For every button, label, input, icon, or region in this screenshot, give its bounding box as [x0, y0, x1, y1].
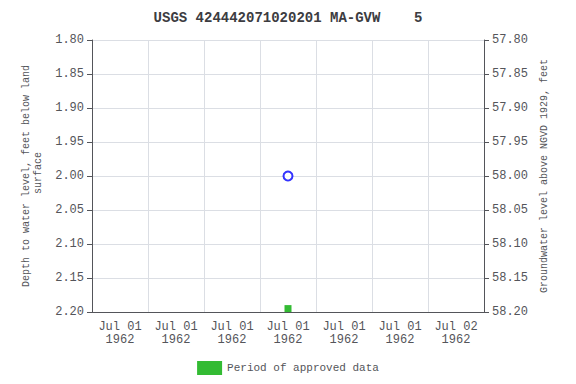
svg-text:Period of approved data: Period of approved data [227, 362, 379, 374]
svg-text:58.20: 58.20 [492, 305, 528, 319]
svg-text:57.85: 57.85 [492, 67, 528, 81]
svg-text:Jul 01: Jul 01 [154, 320, 197, 334]
svg-text:58.10: 58.10 [492, 237, 528, 251]
svg-text:1.80: 1.80 [55, 33, 84, 47]
svg-text:57.90: 57.90 [492, 101, 528, 115]
svg-text:Jul 01: Jul 01 [266, 320, 309, 334]
svg-text:57.95: 57.95 [492, 135, 528, 149]
svg-text:1962: 1962 [330, 333, 359, 347]
svg-text:2.20: 2.20 [55, 305, 84, 319]
svg-text:1962: 1962 [218, 333, 247, 347]
svg-text:2.05: 2.05 [55, 203, 84, 217]
svg-text:1962: 1962 [274, 333, 303, 347]
svg-text:Jul 01: Jul 01 [210, 320, 253, 334]
svg-text:2.00: 2.00 [55, 169, 84, 183]
svg-text:Jul 01: Jul 01 [378, 320, 421, 334]
svg-text:58.15: 58.15 [492, 271, 528, 285]
svg-text:1.95: 1.95 [55, 135, 84, 149]
svg-text:Groundwater level above NGVD 1: Groundwater level above NGVD 1929, feet [539, 59, 550, 293]
svg-text:1962: 1962 [162, 333, 191, 347]
svg-text:surface: surface [33, 152, 44, 200]
svg-text:1962: 1962 [106, 333, 135, 347]
svg-text:2.10: 2.10 [55, 237, 84, 251]
svg-text:58.05: 58.05 [492, 203, 528, 217]
svg-text:1.85: 1.85 [55, 67, 84, 81]
svg-text:Jul 01: Jul 01 [98, 320, 141, 334]
svg-text:Jul 01: Jul 01 [322, 320, 365, 334]
svg-text:USGS 424442071020201 MA-GVW: USGS 424442071020201 MA-GVW 5 [154, 10, 423, 26]
svg-text:58.00: 58.00 [492, 169, 528, 183]
svg-text:2.15: 2.15 [55, 271, 84, 285]
svg-text:1962: 1962 [386, 333, 415, 347]
svg-text:Jul 02: Jul 02 [434, 320, 477, 334]
svg-text:1962: 1962 [442, 333, 471, 347]
svg-text:57.80: 57.80 [492, 33, 528, 47]
svg-text:1.90: 1.90 [55, 101, 84, 115]
svg-text:Depth to water level, feet bel: Depth to water level, feet below land [21, 65, 32, 287]
